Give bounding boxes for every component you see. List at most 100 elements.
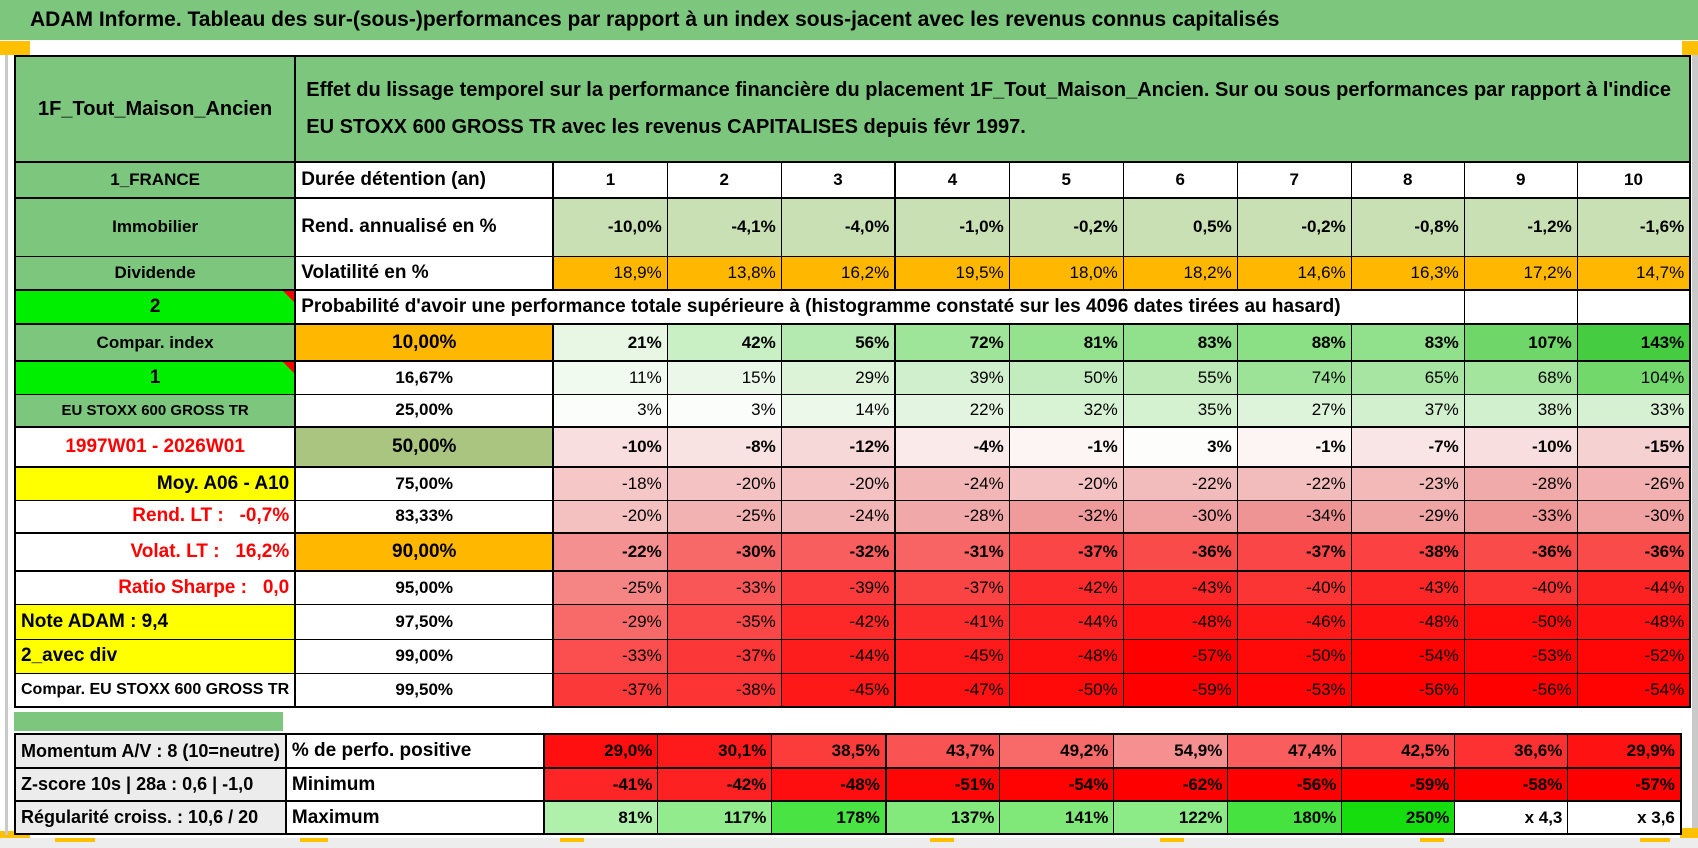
data-cell[interactable]: -12% [780,426,897,468]
metric-cell[interactable]: 99,50% [294,672,555,708]
data-cell[interactable]: -30% [666,532,782,572]
data-cell[interactable]: -53% [1463,638,1578,674]
data-cell[interactable]: 10 [1576,161,1691,199]
data-cell[interactable]: 117% [657,800,773,835]
data-cell[interactable]: -48% [1350,603,1465,640]
metric-cell[interactable]: 90,00% [294,532,555,572]
data-cell[interactable]: -54% [1350,638,1465,674]
data-cell[interactable]: -48% [1576,603,1691,640]
data-cell[interactable]: 38% [1463,393,1578,428]
data-cell[interactable]: -34% [1236,499,1352,534]
data-cell[interactable]: 42,5% [1341,733,1456,769]
data-cell[interactable]: -1,0% [894,197,1010,257]
data-cell[interactable]: -54% [999,767,1115,802]
data-cell[interactable]: x 3,6 [1567,800,1682,835]
data-cell[interactable]: 68% [1463,360,1578,395]
empty-cell[interactable] [1576,289,1691,325]
data-cell[interactable]: -30% [1122,499,1238,534]
data-cell[interactable]: -42% [657,767,773,802]
data-cell[interactable]: 9 [1463,161,1578,199]
data-cell[interactable]: -20% [1008,466,1124,501]
row-label-cell[interactable]: 1 [14,360,297,395]
data-cell[interactable]: -24% [780,499,897,534]
data-cell[interactable]: 29% [780,360,897,395]
data-cell[interactable]: -26% [1576,466,1691,501]
placement-name-cell[interactable]: 1F_Tout_Maison_Ancien [14,55,297,163]
data-cell[interactable]: 18,9% [552,255,668,291]
data-cell[interactable]: 27% [1236,393,1352,428]
data-cell[interactable]: 141% [999,800,1115,835]
data-cell[interactable]: 104% [1576,360,1691,395]
row-label-cell[interactable]: EU STOXX 600 GROSS TR [14,393,297,428]
data-cell[interactable]: -38% [666,672,782,708]
data-cell[interactable]: -22% [1122,466,1238,501]
data-cell[interactable]: 1 [552,161,668,199]
data-cell[interactable]: 43,7% [885,733,1001,769]
data-cell[interactable]: -36% [1122,532,1238,572]
data-cell[interactable]: 88% [1236,323,1352,362]
data-cell[interactable]: 18,2% [1122,255,1238,291]
data-cell[interactable]: -32% [780,532,897,572]
data-cell[interactable]: 178% [771,800,887,835]
data-cell[interactable]: -10% [1463,426,1578,468]
data-cell[interactable]: -22% [1236,466,1352,501]
data-cell[interactable]: -30% [1576,499,1691,534]
data-cell[interactable]: 14,7% [1576,255,1691,291]
data-cell[interactable]: 143% [1576,323,1691,362]
data-cell[interactable]: -56% [1350,672,1465,708]
data-cell[interactable]: -22% [552,532,668,572]
data-cell[interactable]: 29,0% [543,733,659,769]
data-cell[interactable]: -50% [1008,672,1124,708]
metric-cell[interactable]: 99,00% [294,638,555,674]
data-cell[interactable]: 3% [552,393,668,428]
data-cell[interactable]: 250% [1341,800,1456,835]
row-label-cell[interactable]: Compar. EU STOXX 600 GROSS TR [14,672,297,708]
row-label-cell[interactable]: Volat. LT : 16,2% [14,532,297,572]
data-cell[interactable]: -41% [894,603,1010,640]
data-cell[interactable]: -54% [1576,672,1691,708]
data-cell[interactable]: 17,2% [1463,255,1578,291]
data-cell[interactable]: 18,0% [1008,255,1124,291]
metric-cell[interactable]: 10,00% [294,323,555,362]
data-cell[interactable]: 50% [1008,360,1124,395]
data-cell[interactable]: 72% [894,323,1010,362]
data-cell[interactable]: -32% [1008,499,1124,534]
data-cell[interactable]: 19,5% [894,255,1010,291]
data-cell[interactable]: -56% [1463,672,1578,708]
data-cell[interactable]: 29,9% [1567,733,1682,769]
data-cell[interactable]: -37% [1008,532,1124,572]
data-cell[interactable]: 42% [666,323,782,362]
metric-cell[interactable]: Minimum [285,767,545,802]
data-cell[interactable]: 36,6% [1454,733,1569,769]
data-cell[interactable]: 38,5% [771,733,887,769]
metric-cell[interactable]: 16,67% [294,360,555,395]
data-cell[interactable]: -28% [894,499,1010,534]
data-cell[interactable]: 137% [885,800,1001,835]
metric-cell[interactable]: 75,00% [294,466,555,501]
metric-cell[interactable]: % de perfo. positive [285,733,545,769]
row-label-cell[interactable]: Dividende [14,255,297,291]
data-cell[interactable]: -56% [1227,767,1343,802]
data-cell[interactable]: -20% [666,466,782,501]
metric-cell[interactable]: Rend. annualisé en % [294,197,555,257]
data-cell[interactable]: -36% [1576,532,1691,572]
data-cell[interactable]: -62% [1113,767,1229,802]
data-cell[interactable]: -39% [780,570,897,605]
data-cell[interactable]: -1% [1236,426,1352,468]
metric-cell[interactable]: 83,33% [294,499,555,534]
row-label-cell[interactable]: 1_FRANCE [14,161,297,199]
data-cell[interactable]: -59% [1341,767,1456,802]
data-cell[interactable]: 16,2% [780,255,897,291]
empty-cell[interactable] [1463,289,1578,325]
data-cell[interactable]: 83% [1350,323,1465,362]
data-cell[interactable]: -52% [1576,638,1691,674]
data-cell[interactable]: 4 [894,161,1010,199]
data-cell[interactable]: -24% [894,466,1010,501]
data-cell[interactable]: 15% [666,360,782,395]
data-cell[interactable]: 13,8% [666,255,782,291]
data-cell[interactable]: -28% [1463,466,1578,501]
data-cell[interactable]: -50% [1463,603,1578,640]
data-cell[interactable]: -0,2% [1236,197,1352,257]
data-cell[interactable]: -40% [1236,570,1352,605]
data-cell[interactable]: 8 [1350,161,1465,199]
